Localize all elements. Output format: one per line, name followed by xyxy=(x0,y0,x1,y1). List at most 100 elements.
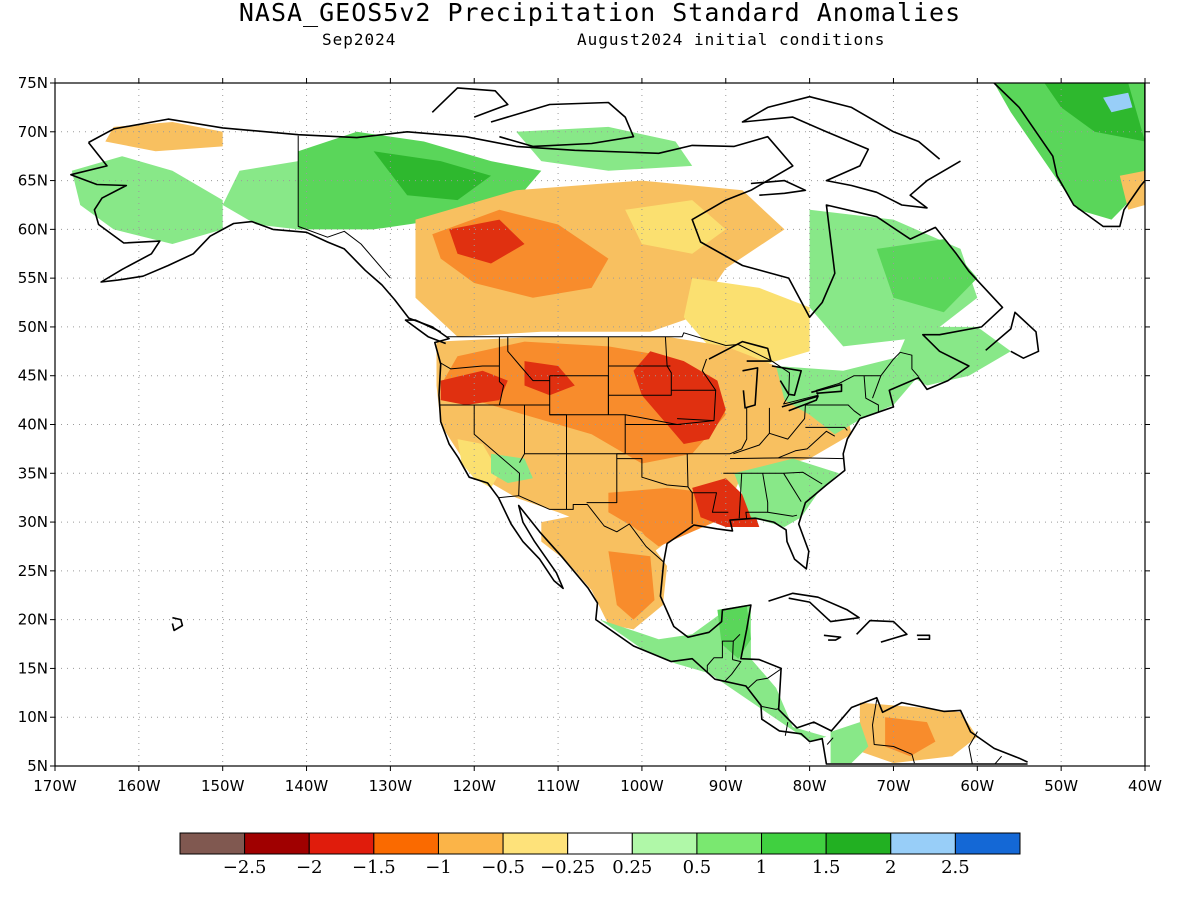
us-state-ok-east xyxy=(686,453,689,487)
initial-conditions: August2024 initial conditions xyxy=(577,30,886,49)
us-state-washington-south xyxy=(440,362,500,370)
region-alaska-interior-green xyxy=(222,161,299,230)
lat-label: 65N xyxy=(18,172,48,190)
colorbar-label: 1 xyxy=(756,857,767,878)
lon-label: 50W xyxy=(1044,777,1078,795)
colorbar-label: −0.5 xyxy=(481,857,525,878)
coast-great-lake-superior xyxy=(708,340,772,362)
lon-label: 40W xyxy=(1128,777,1162,795)
region-colombia-green xyxy=(830,722,869,764)
us-state-new-england xyxy=(863,375,879,412)
lat-label: 25N xyxy=(18,562,48,580)
costa-rica-panama-border xyxy=(784,722,789,736)
region-alaska-dry-patch xyxy=(105,122,223,152)
coast-great-lake-erie xyxy=(781,395,819,412)
colorbar-swatch xyxy=(631,832,698,855)
region-labrador-darkgreen xyxy=(876,239,978,313)
colorbar-label: −2 xyxy=(296,857,323,878)
us-state-ar-la xyxy=(692,492,729,513)
colorbar-swatch xyxy=(373,832,439,855)
alaska-canada-border xyxy=(297,135,391,279)
us-state-dakota-nebraska xyxy=(608,336,672,396)
us-state-california-nevada xyxy=(473,405,520,496)
coast-puerto-rico xyxy=(916,634,931,641)
lon-label: 170W xyxy=(33,777,77,795)
coast-jamaica xyxy=(823,634,842,641)
coast-newfoundland xyxy=(985,311,1040,360)
lon-label: 140W xyxy=(285,777,329,795)
coast-pacific-coast xyxy=(70,142,1028,765)
colorbar-swatch xyxy=(696,832,763,855)
honduras-nicaragua-border xyxy=(748,667,783,689)
colorbar-label: 2.5 xyxy=(941,857,970,878)
colorbar-label: −1 xyxy=(425,857,452,878)
colorbar: −2.5 −2 −1.5 −1 −0.5 −0.25 0.25 0.5 1 1.5 2 2.5 xyxy=(179,832,1021,878)
lon-label: 100W xyxy=(620,777,664,795)
us-state-41n xyxy=(549,414,715,425)
us-state-missouri-iowa xyxy=(671,389,717,422)
us-state-mississippi-line xyxy=(738,473,743,519)
lat-label: 70N xyxy=(18,123,48,141)
lat-label: 60N xyxy=(18,220,48,238)
us-state-tn-ky xyxy=(729,457,845,460)
coast-victoria-island xyxy=(490,101,635,148)
lat-label: 35N xyxy=(18,464,48,482)
us-state-colorado-east xyxy=(586,414,626,504)
lat-label: 45N xyxy=(18,367,48,385)
colorbar-label: −1.5 xyxy=(352,857,396,878)
us-state-ohio-river xyxy=(733,404,806,455)
colorbar-swatch xyxy=(437,832,504,855)
region-ontario-light-dry xyxy=(683,278,810,366)
panama-colombia-border xyxy=(826,737,834,745)
region-oregon-red xyxy=(440,370,508,405)
coastlines xyxy=(70,83,1145,765)
lat-label: 30N xyxy=(18,513,48,531)
colorbar-swatch xyxy=(179,832,246,855)
us-state-virginia-line xyxy=(778,430,836,459)
coast-vancouver-island xyxy=(404,319,446,345)
venezuela-guyana-border xyxy=(968,731,978,765)
us-state-pa-ny xyxy=(805,404,862,417)
region-yucatan-darkgreen xyxy=(717,605,751,659)
us-state-georgia-sc xyxy=(783,473,802,502)
lat-label: 10N xyxy=(18,708,48,726)
region-venezuela-orange xyxy=(885,717,936,757)
guyana-suriname-border xyxy=(994,755,1002,765)
forecast-month: Sep2024 xyxy=(322,30,397,49)
colorbar-swatch xyxy=(890,832,956,855)
region-atlantic-canada-green xyxy=(893,326,1011,386)
region-midwest-red xyxy=(633,351,726,444)
us-state-idaho-east xyxy=(498,336,505,406)
us-state-vt-nh xyxy=(872,375,882,399)
region-bc-red xyxy=(449,219,525,264)
coast-southampton-island xyxy=(750,179,807,196)
colorbar-swatch xyxy=(308,832,375,855)
region-southeast-green xyxy=(734,458,839,527)
region-nw-canada-darkgreen xyxy=(373,151,491,201)
lon-label: 70W xyxy=(877,777,911,795)
colorbar-label: −2.5 xyxy=(223,857,267,878)
coast-baffin-island xyxy=(741,95,961,209)
lat-label: 5N xyxy=(27,757,48,775)
us-canada-border xyxy=(447,332,919,405)
colorbar-swatch xyxy=(761,832,827,855)
colorbar-swatch xyxy=(567,832,633,855)
region-greenland-south-dry xyxy=(1119,170,1145,210)
lat-label: 40N xyxy=(18,416,48,434)
chart-title: NASA_GEOS5v2 Precipitation Standard Anom… xyxy=(238,0,962,27)
lon-label: 110W xyxy=(536,777,580,795)
colorbar-label: 1.5 xyxy=(812,857,841,878)
political-borders xyxy=(297,135,1002,765)
colorbar-swatch xyxy=(825,832,892,855)
coast-great-lake-michigan xyxy=(742,367,759,409)
us-mexico-border xyxy=(498,495,665,563)
us-state-illinois-indiana xyxy=(729,407,748,455)
us-state-minnesota-wisconsin xyxy=(701,358,717,391)
colorbar-swatch xyxy=(954,832,1021,855)
colorbar-label: 2 xyxy=(885,857,896,878)
lat-label: 75N xyxy=(18,74,48,92)
region-central-america-green xyxy=(600,605,827,742)
colorbar-swatch xyxy=(502,832,569,855)
lon-label: 60W xyxy=(960,777,994,795)
region-lower-mississippi-red xyxy=(692,478,760,527)
